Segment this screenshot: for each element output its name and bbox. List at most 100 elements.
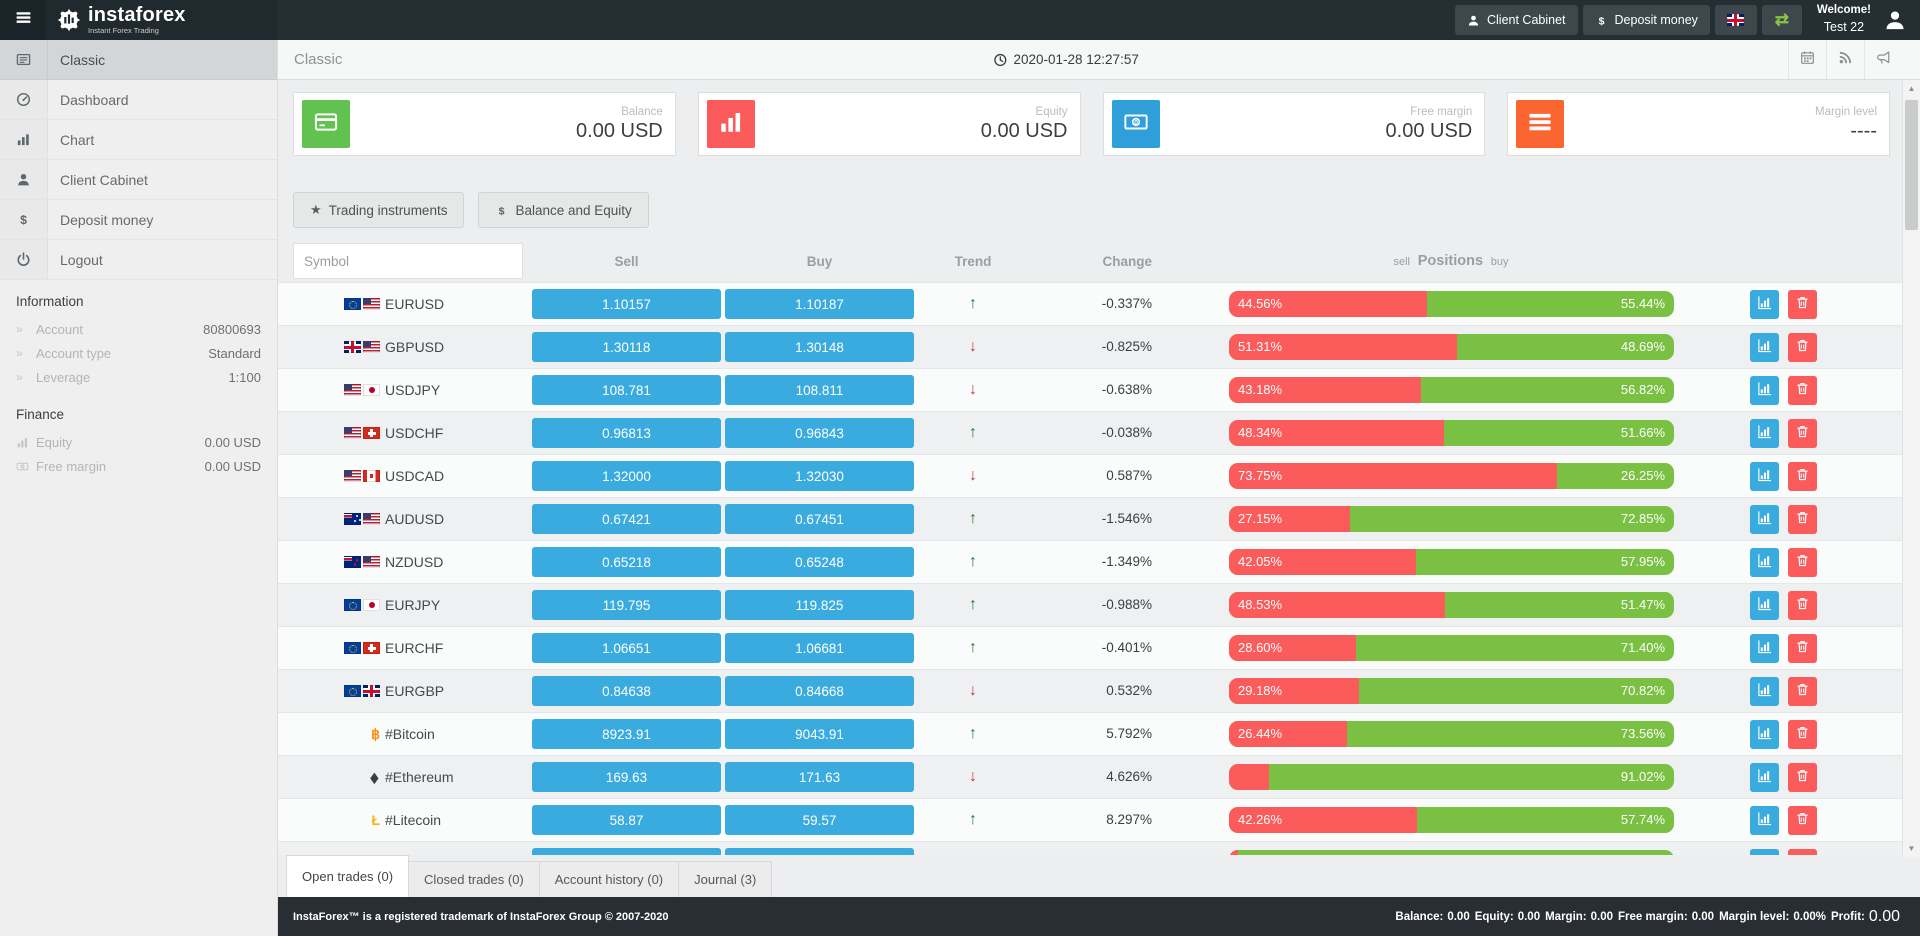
remove-instrument-button[interactable] [1788,762,1817,792]
chart-icon [1757,682,1772,700]
symbol-filter-input[interactable] [293,243,523,279]
sidebar-item-client-cabinet[interactable]: Client Cabinet [0,160,277,200]
sell-price-button[interactable]: 1.10157 [532,289,721,319]
announcements-button[interactable] [1864,40,1902,79]
chart-icon [1757,725,1772,743]
sell-price-button[interactable]: 8923.91 [532,719,721,749]
remove-instrument-button[interactable] [1788,805,1817,835]
buy-price-button[interactable]: 0.65248 [725,547,914,577]
vertical-scrollbar[interactable]: ▲ ▼ [1902,80,1920,858]
remove-instrument-button[interactable] [1788,289,1817,319]
remove-instrument-button[interactable] [1788,461,1817,491]
buy-price-button[interactable]: 0.84668 [725,676,914,706]
sidebar-item-dashboard[interactable]: Dashboard [0,80,277,120]
open-chart-button[interactable] [1750,590,1779,620]
calendar-button[interactable] [1788,40,1826,79]
svg-text:0: 0 [22,464,24,468]
remove-instrument-button[interactable] [1788,418,1817,448]
open-chart-button[interactable] [1750,805,1779,835]
open-chart-button[interactable] [1750,504,1779,534]
flag-eu-icon [344,642,361,654]
scroll-up-arrow[interactable]: ▲ [1907,84,1916,93]
sell-price-button[interactable]: 1.06651 [532,633,721,663]
sidebar-toggle-button[interactable] [0,0,46,40]
sell-price-button[interactable]: 1.32000 [532,461,721,491]
buy-price-button[interactable]: 59.57 [725,805,914,835]
rss-button[interactable] [1826,40,1864,79]
symbol-icons [340,341,380,353]
tab-closed-trades-0[interactable]: Closed trades (0) [409,861,540,897]
trend-down-arrow-icon: ↓ [969,854,977,855]
open-chart-button[interactable] [1750,461,1779,491]
buy-price-button[interactable]: 171.63 [725,762,914,792]
open-chart-button[interactable] [1750,633,1779,663]
sell-price-button[interactable]: 0.84638 [532,676,721,706]
remove-instrument-button[interactable] [1788,547,1817,577]
instrument-row-nzdusd: NZDUSD 0.65218 0.65248 ↑ -1.349% 42.05% … [278,540,1902,583]
remove-instrument-button[interactable] [1788,375,1817,405]
buy-price-button[interactable]: 1.10187 [725,289,914,319]
open-chart-button[interactable] [1750,848,1779,855]
chart-icon [1757,639,1772,657]
open-chart-button[interactable] [1750,332,1779,362]
buy-price-button[interactable]: 119.825 [725,590,914,620]
trash-icon [1795,596,1810,614]
sidebar-item-deposit-money[interactable]: $ Deposit money [0,200,277,240]
remove-instrument-button[interactable] [1788,719,1817,749]
remove-instrument-button[interactable] [1788,848,1817,855]
instrument-row-gbpusd: GBPUSD 1.30118 1.30148 ↓ -0.825% 51.31% … [278,325,1902,368]
balance-and-equity-button[interactable]: $ Balance and Equity [478,192,649,228]
scroll-thumb[interactable] [1905,100,1918,230]
chart-icon [0,120,48,159]
buy-price-button[interactable]: 1.32030 [725,461,914,491]
sell-price-button[interactable]: 119.795 [532,590,721,620]
open-chart-button[interactable] [1750,676,1779,706]
open-chart-button[interactable] [1750,547,1779,577]
buy-price-button[interactable] [725,848,914,855]
sell-price-button[interactable]: 108.781 [532,375,721,405]
deposit-money-button[interactable]: $ Deposit money [1582,5,1710,35]
scroll-down-arrow[interactable]: ▼ [1907,844,1916,853]
open-chart-button[interactable] [1750,719,1779,749]
sell-price-button[interactable]: 1.30118 [532,332,721,362]
open-chart-button[interactable] [1750,375,1779,405]
brand-logo[interactable]: instaforex Instant Forex Trading [56,5,186,35]
remove-instrument-button[interactable] [1788,504,1817,534]
tab-journal-3[interactable]: Journal (3) [679,861,773,897]
sell-price-button[interactable]: 0.65218 [532,547,721,577]
finance-title: Finance [16,407,65,422]
sidebar-item-chart[interactable]: Chart [0,120,277,160]
tab-open-trades-0[interactable]: Open trades (0) [286,855,410,897]
user-avatar[interactable] [1884,9,1906,31]
btc-icon: ฿ [371,726,380,742]
remove-instrument-button[interactable] [1788,676,1817,706]
buy-price-button[interactable]: 108.811 [725,375,914,405]
buy-price-button[interactable]: 0.96843 [725,418,914,448]
buy-price-button[interactable]: 1.06681 [725,633,914,663]
remove-instrument-button[interactable] [1788,332,1817,362]
trend-down-arrow-icon: ↓ [969,338,977,355]
open-chart-button[interactable] [1750,289,1779,319]
language-button[interactable] [1714,5,1757,35]
sell-price-button[interactable]: 0.67421 [532,504,721,534]
header-positions-sell: sell [1393,256,1410,268]
buy-price-button[interactable]: 9043.91 [725,719,914,749]
sell-price-button[interactable]: 0.96813 [532,418,721,448]
remove-instrument-button[interactable] [1788,590,1817,620]
client-cabinet-button[interactable]: Client Cabinet [1455,5,1578,35]
remove-instrument-button[interactable] [1788,633,1817,663]
sidebar-item-classic[interactable]: Classic [0,40,277,80]
sell-price-button[interactable]: 169.63 [532,762,721,792]
open-chart-button[interactable] [1750,762,1779,792]
buy-price-button[interactable]: 1.30148 [725,332,914,362]
sell-price-button[interactable]: 58.87 [532,805,721,835]
buy-price-button[interactable]: 0.67451 [725,504,914,534]
change-value: -1.546% [1101,511,1152,526]
sell-price-button[interactable] [532,848,721,855]
account-switch-button[interactable]: ⇄ [1761,5,1802,35]
trend-up-arrow-icon: ↑ [969,725,977,742]
trading-instruments-button[interactable]: ★ Trading instruments [293,192,465,228]
sidebar-item-logout[interactable]: Logout [0,240,277,280]
tab-account-history-0[interactable]: Account history (0) [539,861,680,897]
open-chart-button[interactable] [1750,418,1779,448]
